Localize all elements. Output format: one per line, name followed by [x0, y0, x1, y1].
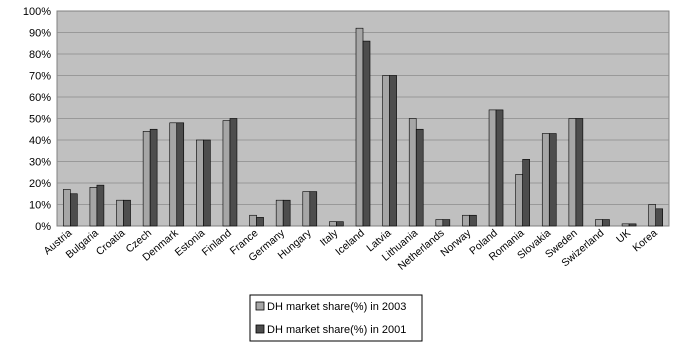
x-tick-label: UK: [614, 227, 633, 246]
bar-latvia-2003: [382, 75, 390, 227]
legend-swatch-2001: [255, 324, 265, 334]
bar-netherlands-2003: [435, 219, 444, 227]
bar-korea-2003: [648, 204, 656, 227]
bar-iceland-2001: [362, 40, 371, 227]
bar-germany-2001: [282, 199, 291, 227]
bar-estonia-2003: [196, 139, 204, 227]
bar-romania-2003: [515, 174, 523, 227]
bar-slovakia-2001: [548, 133, 557, 227]
bar-czech-2003: [142, 131, 151, 227]
legend-box: [249, 294, 423, 342]
bar-netherlands-2001: [442, 219, 451, 227]
legend: DH market share(%) in 2003 DH market sha…: [249, 294, 423, 342]
y-tick-label: 10%: [29, 200, 51, 212]
bar-lithuania-2001: [415, 128, 424, 227]
y-axis: 0% 10% 20% 30% 40% 50% 60% 70% 80% 90% 100%: [23, 6, 51, 233]
bar-norway-2003: [462, 214, 470, 227]
bar-italy-2003: [329, 221, 337, 227]
y-tick-label: 80%: [29, 49, 51, 61]
y-tick-label: 60%: [29, 92, 51, 104]
bar-latvia-2001: [389, 75, 397, 227]
bars: [63, 27, 663, 227]
bar-denmark-2003: [169, 122, 178, 227]
y-tick-label: 30%: [29, 157, 51, 169]
bar-sweden-2003: [568, 118, 577, 227]
bar-estonia-2001: [203, 139, 211, 227]
x-tick-label: Estonia: [173, 227, 208, 259]
x-axis-labels: AustriaBulgariaCroatiaCzechDenmarkEstoni…: [41, 227, 659, 273]
bar-korea-2001: [655, 208, 663, 227]
bar-italy-2001: [336, 221, 344, 227]
bar-croatia-2003: [116, 199, 124, 227]
y-tick-label: 0%: [35, 221, 51, 233]
bar-france-2001: [256, 217, 264, 227]
bar-finland-2001: [229, 118, 238, 227]
bar-poland-2003: [488, 109, 497, 227]
y-tick-label: 50%: [29, 114, 51, 126]
legend-label-2003: DH market share(%) in 2003: [267, 301, 406, 313]
bar-austria-2001: [70, 193, 78, 227]
bar-hungary-2003: [302, 191, 311, 227]
bar-lithuania-2003: [408, 118, 417, 227]
bar-france-2003: [249, 214, 257, 227]
bar-germany-2003: [275, 199, 284, 227]
bar-finland-2003: [222, 120, 231, 227]
bar-uk-2003: [621, 223, 630, 227]
bar-iceland-2003: [355, 27, 364, 227]
bar-poland-2001: [495, 109, 504, 227]
bar-uk-2001: [628, 223, 637, 227]
legend-swatch-2003: [255, 301, 265, 311]
bar-austria-2003: [63, 189, 71, 227]
bar-hungary-2001: [309, 191, 318, 227]
x-tick-label: Norway: [438, 227, 474, 260]
x-tick-label: Korea: [630, 227, 659, 254]
bar-swizerland-2003: [595, 219, 603, 227]
bar-romania-2001: [522, 159, 530, 227]
bar-slovakia-2003: [541, 133, 550, 227]
legend-label-2001: DH market share(%) in 2001: [267, 324, 406, 336]
bar-swizerland-2001: [602, 219, 610, 227]
bar-bulgaria-2003: [89, 187, 98, 227]
bar-sweden-2001: [575, 118, 584, 227]
x-tick-label: Croatia: [94, 227, 128, 258]
bar-norway-2001: [469, 214, 477, 227]
bar-croatia-2001: [123, 199, 131, 227]
y-tick-label: 20%: [29, 178, 51, 190]
x-tick-label: Iceland: [333, 227, 367, 258]
x-tick-label: Finland: [200, 227, 234, 258]
bar-czech-2001: [149, 128, 158, 227]
y-tick-label: 40%: [29, 135, 51, 147]
y-tick-label: 70%: [29, 71, 51, 83]
y-tick-label: 100%: [23, 6, 51, 18]
bar-denmark-2001: [176, 122, 185, 227]
y-tick-label: 90%: [29, 28, 51, 40]
bar-bulgaria-2001: [96, 184, 105, 227]
